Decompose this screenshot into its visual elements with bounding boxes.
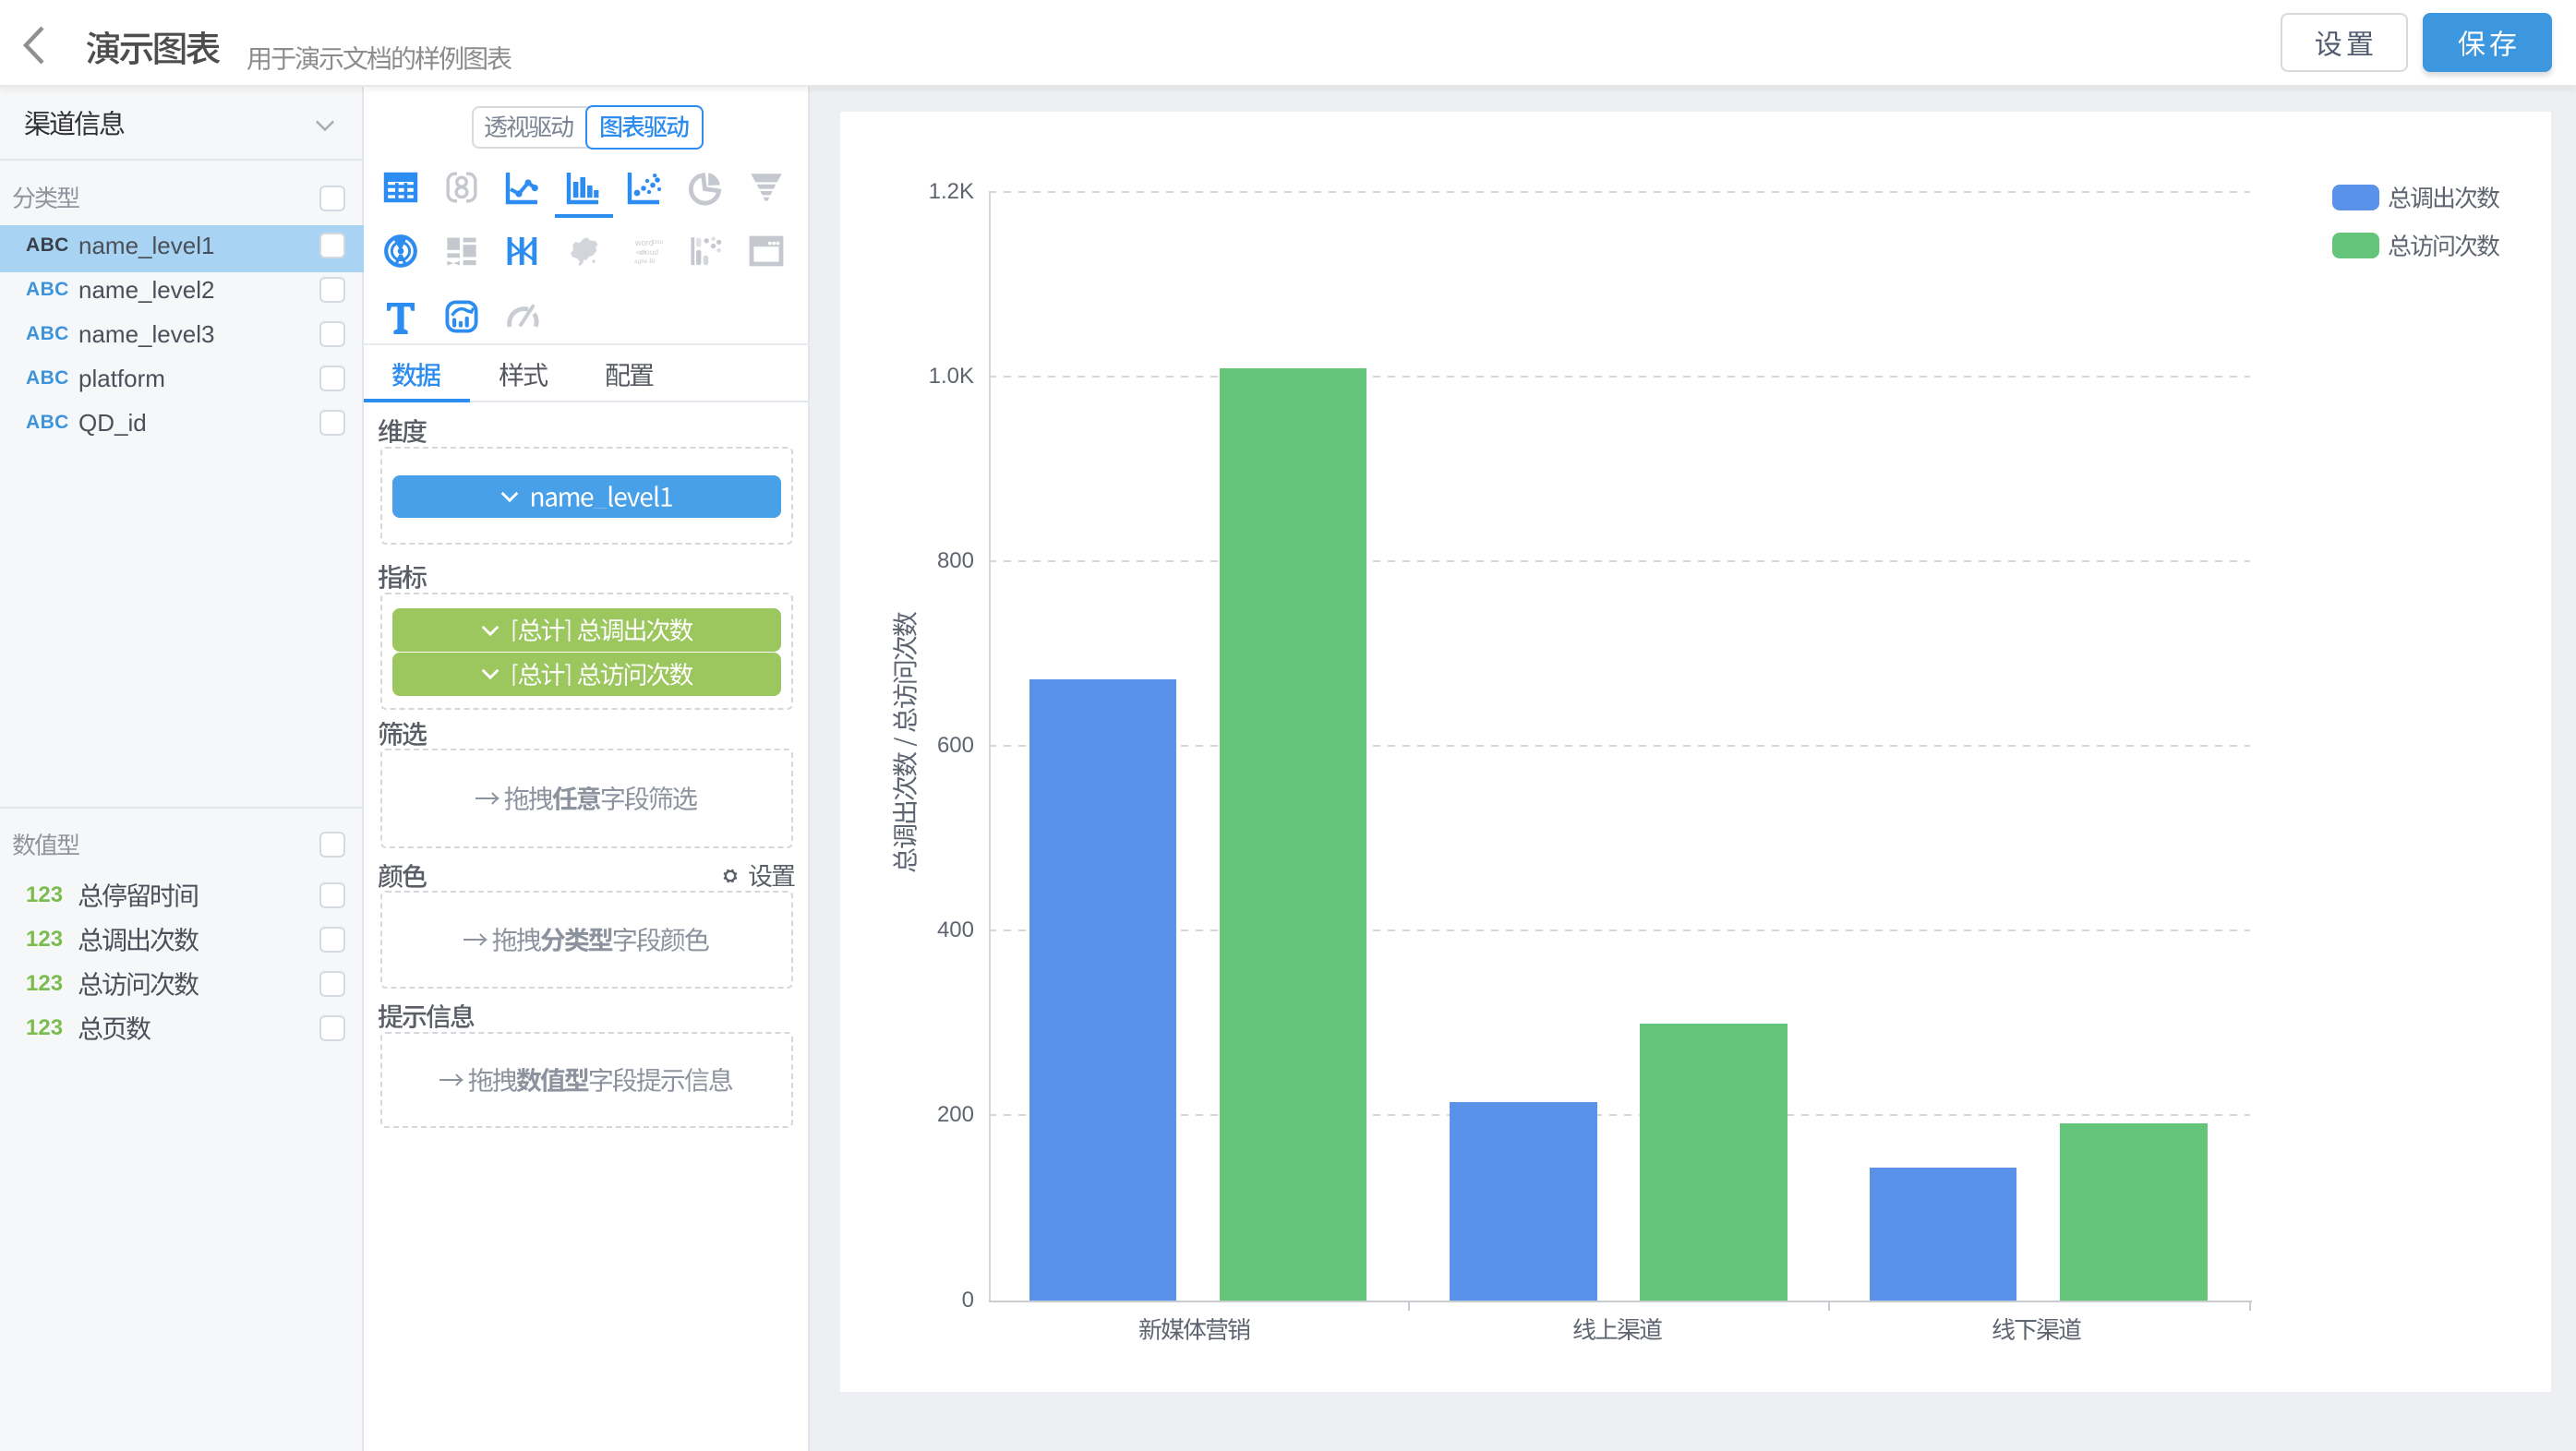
svg-text:agile: agile	[636, 250, 646, 256]
svg-text:word: word	[634, 238, 654, 247]
svg-text:agile BI: agile BI	[634, 258, 656, 265]
svg-text:cloud: cloud	[640, 247, 658, 257]
svg-text:cloud: cloud	[653, 240, 663, 246]
